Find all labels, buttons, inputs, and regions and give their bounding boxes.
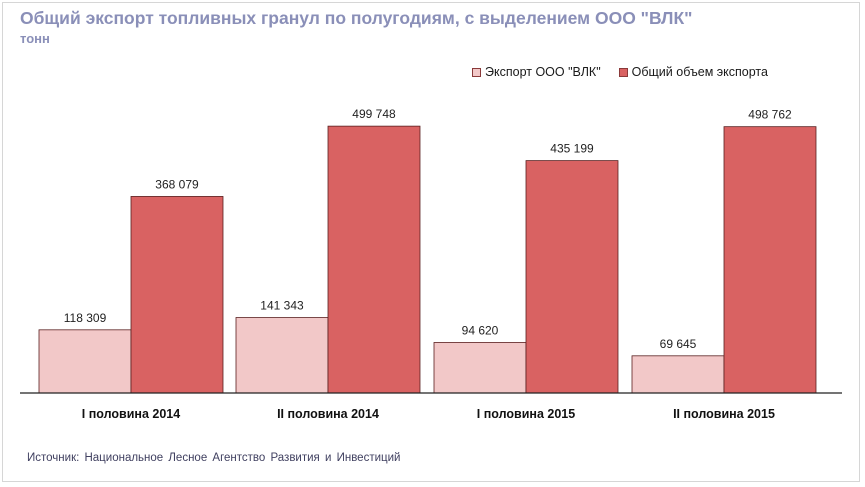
legend-item-total: Общий объем экспорта [618, 65, 768, 79]
legend: Экспорт ООО "ВЛК" Общий объем экспорта [472, 65, 786, 79]
bar-vlk [235, 317, 329, 394]
chart-title: Общий экспорт топливных гранул по полуго… [20, 8, 693, 28]
data-label: 118 309 [64, 311, 107, 325]
source-note: Источник: Национальное Лесное Агентство … [27, 452, 401, 464]
legend-label-total: Общий объем экспорта [631, 65, 768, 79]
legend-swatch-vlk [472, 67, 481, 77]
x-tick-label: I половина 2015 [477, 407, 575, 421]
bar-vlk [38, 329, 132, 394]
data-label: 141 343 [260, 299, 304, 313]
data-label: 498 762 [748, 108, 792, 122]
x-tick-label: I половина 2014 [82, 407, 180, 421]
legend-swatch-total [618, 67, 628, 77]
data-label: 69 645 [660, 337, 697, 351]
data-label: 94 620 [462, 323, 499, 337]
bar-total [327, 125, 421, 394]
data-label: 368 079 [155, 177, 199, 191]
chart-subtitle: тонн [20, 31, 50, 46]
legend-label-vlk: Экспорт ООО "ВЛК" [485, 65, 601, 79]
x-tick-label: II половина 2014 [277, 407, 379, 421]
chart-frame [2, 2, 860, 482]
data-label: 435 199 [550, 142, 594, 156]
bar-total [723, 126, 817, 394]
data-label: 499 748 [352, 107, 396, 121]
legend-item-vlk: Экспорт ООО "ВЛК" [472, 65, 601, 79]
bar-total [525, 160, 619, 394]
bar-total [130, 196, 224, 394]
x-tick-label: II половина 2015 [673, 407, 775, 421]
bar-vlk [631, 355, 725, 394]
bar-vlk [433, 342, 527, 394]
